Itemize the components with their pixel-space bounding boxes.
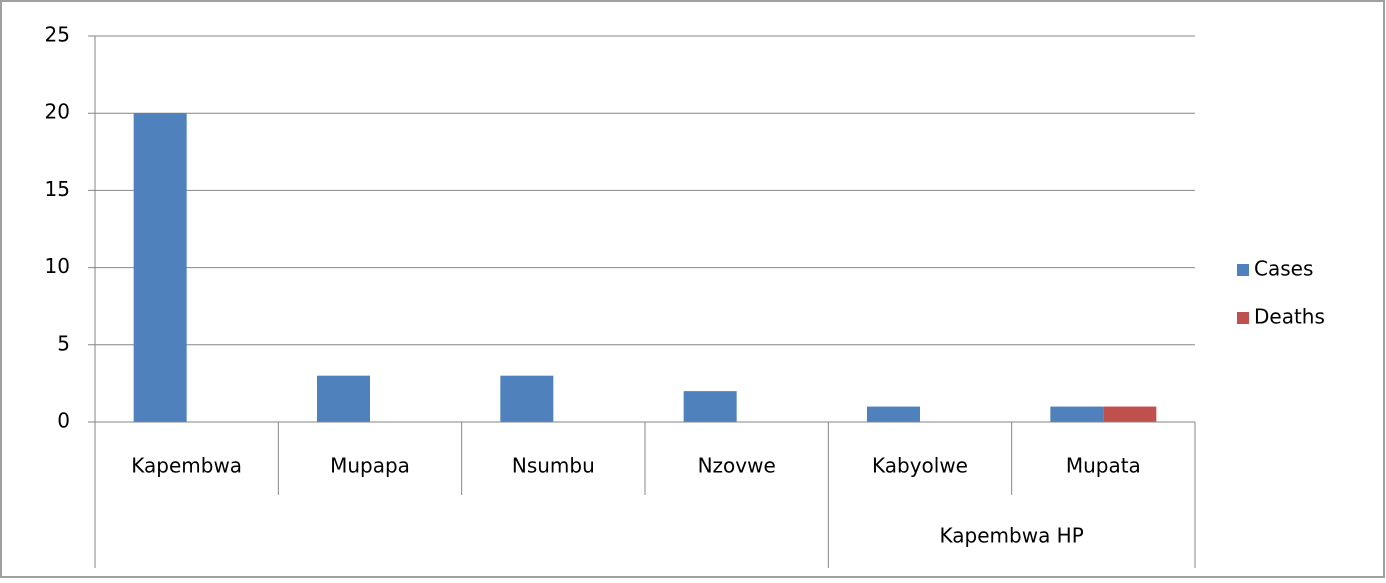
y-tick-label: 15 [45,177,70,201]
group-label: Kapembwa HP [940,524,1084,548]
bar [867,406,920,422]
y-tick-label: 0 [57,409,70,433]
bar [133,113,187,422]
bar [317,375,370,422]
bar [683,391,737,422]
legend-label: Deaths [1254,305,1325,329]
legend-swatch [1237,312,1249,324]
x-tick-label: Mupata [1066,454,1141,478]
bar [1103,406,1157,422]
bar [1050,406,1104,422]
y-tick-label: 10 [45,254,70,278]
y-tick-label: 25 [45,23,70,47]
x-tick-label: Nsumbu [512,454,595,478]
legend-label: Cases [1254,257,1313,281]
x-tick-label: Nzovwe [698,454,776,478]
x-tick-label: Mupapa [330,454,410,478]
bar [500,375,554,422]
legend-swatch [1237,264,1249,276]
y-tick-label: 20 [45,100,70,124]
x-tick-label: Kapembwa [131,454,242,478]
x-tick-label: Kabyolwe [872,454,968,478]
y-tick-label: 5 [57,331,70,355]
